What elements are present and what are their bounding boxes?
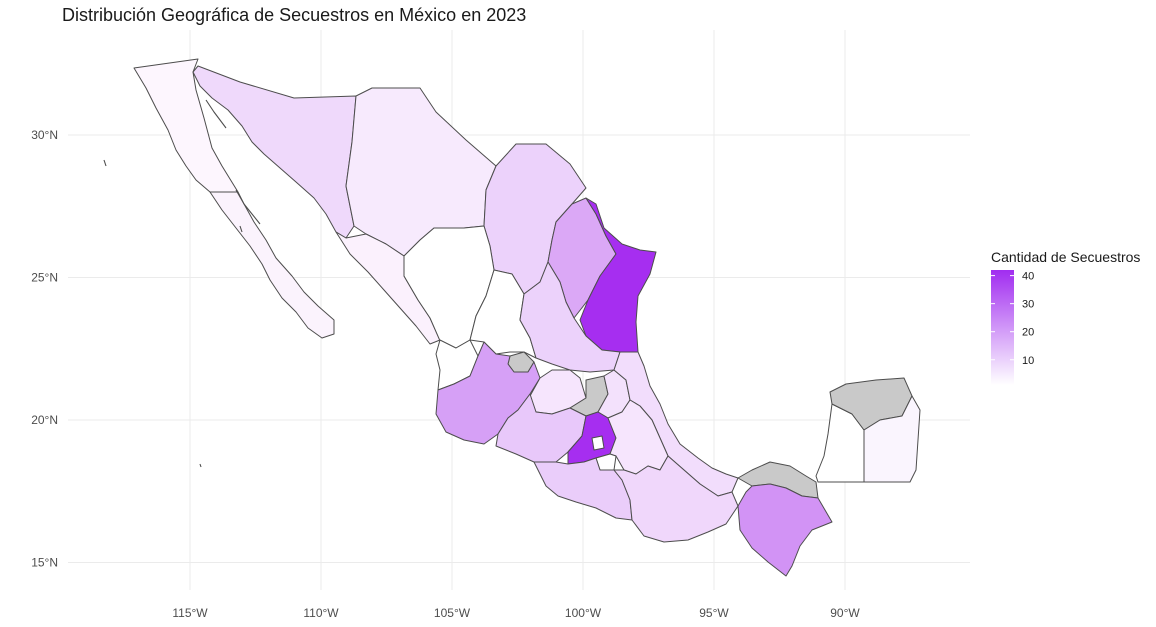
states-layer xyxy=(103,58,921,577)
legend-ticks: 10 20 30 40 xyxy=(991,271,1034,367)
y-tick-label: 30°N xyxy=(31,128,58,142)
y-axis-labels: 30°N 25°N 20°N 15°N xyxy=(31,128,58,570)
legend-title: Cantidad de Secuestros xyxy=(991,249,1140,265)
legend-tick-label: 20 xyxy=(1022,327,1034,339)
legend-colorbar xyxy=(991,270,1014,385)
legend: Cantidad de Secuestros 10 20 30 40 xyxy=(991,249,1140,385)
x-tick-label: 95°W xyxy=(699,606,729,620)
state-chiapas[interactable] xyxy=(737,483,833,577)
y-tick-label: 20°N xyxy=(31,413,58,427)
state-oaxaca[interactable] xyxy=(613,455,739,543)
y-tick-label: 15°N xyxy=(31,556,58,570)
x-tick-label: 100°W xyxy=(565,606,602,620)
map-title: Distribución Geográfica de Secuestros en… xyxy=(62,5,527,25)
legend-tick-label: 10 xyxy=(1022,355,1034,367)
legend-tick-label: 30 xyxy=(1022,299,1034,311)
x-tick-label: 115°W xyxy=(172,606,208,620)
x-tick-label: 110°W xyxy=(303,606,339,620)
legend-tick-label: 40 xyxy=(1022,271,1034,283)
state-cdmx[interactable] xyxy=(591,435,605,451)
state-quintana-roo[interactable] xyxy=(863,395,921,483)
state-sonora[interactable] xyxy=(192,65,357,239)
x-tick-label: 90°W xyxy=(830,606,860,620)
x-tick-label: 105°W xyxy=(434,606,471,620)
state-baja-california-sur[interactable] xyxy=(209,191,335,339)
y-tick-label: 25°N xyxy=(31,271,58,285)
x-axis-labels: 115°W 110°W 105°W 100°W 95°W 90°W xyxy=(172,606,860,620)
